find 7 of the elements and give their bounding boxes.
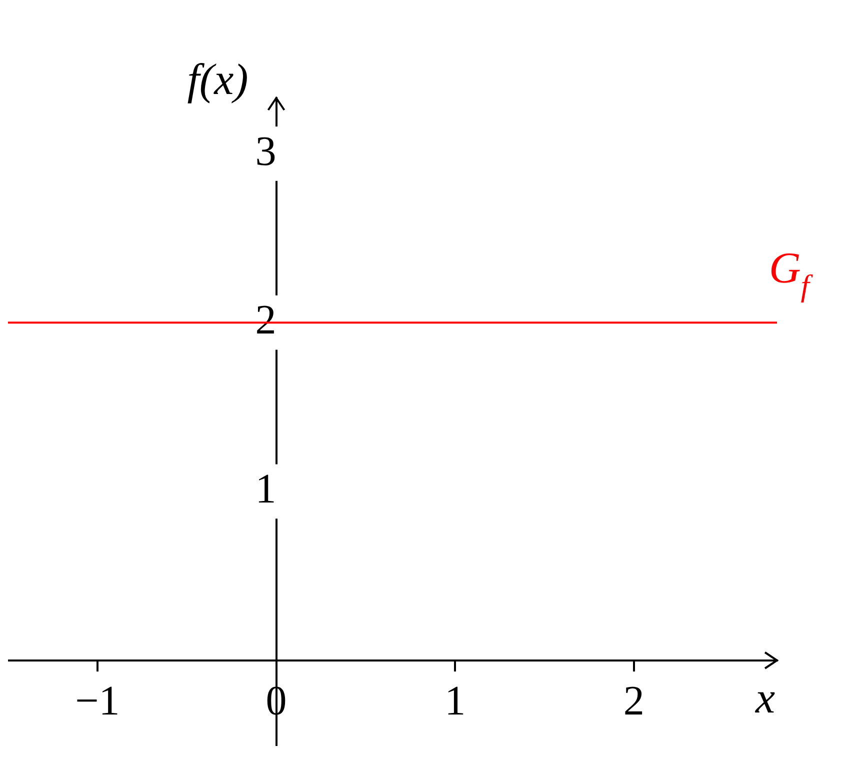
x-tick-label: 2 [623, 678, 644, 725]
y-tick-label: 3 [255, 128, 276, 175]
x-tick-label: −1 [75, 678, 120, 725]
x-axis-title: x [754, 673, 776, 722]
x-tick-label: 1 [444, 678, 466, 725]
y-tick-label: 1 [255, 466, 276, 513]
y-axis-title: f(x) [187, 55, 248, 104]
